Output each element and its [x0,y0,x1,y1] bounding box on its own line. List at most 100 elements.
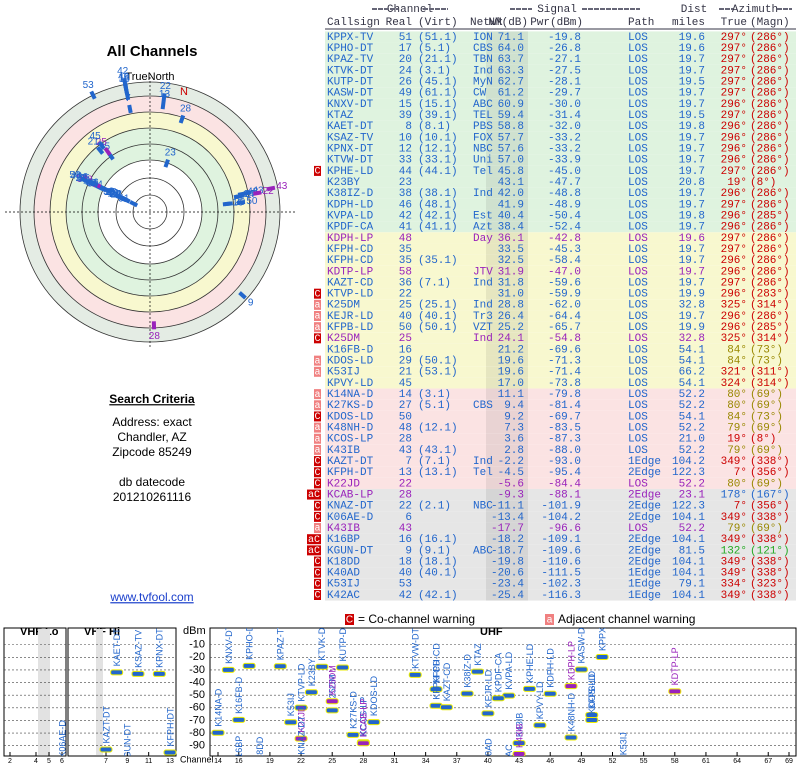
signal-label: KEJR-LD [483,669,493,707]
table-cell: 42 [399,210,412,222]
signal-label: KFPH-CD [431,643,441,683]
table-cell: (286°) [750,188,790,200]
north-label: TrueNorth [125,71,174,83]
signal-bar [533,722,547,729]
table-cell: -69.6 [548,344,581,356]
warning-flag: a [314,434,320,445]
signal-label: KDOS-LD [587,674,597,715]
table-cell: ION [473,32,493,44]
table-cell: LOS [628,43,648,55]
station-channel: 50 [246,196,258,207]
table-cell: LOS [628,378,648,390]
table-cell: (338°) [750,512,790,524]
table-cell: -52.4 [548,222,581,234]
table-cell: 297° [721,166,747,178]
table-cell: -84.4 [548,478,581,490]
table-cell: 12 [399,144,412,156]
table-cell: -2.2 [498,456,524,468]
signal-bar [325,707,339,714]
nm-shade [486,109,528,121]
row-background [325,399,796,411]
table-cell: 31.0 [498,289,524,301]
table-cell: LOS [628,210,648,222]
left-panel: All Channels TrueNorth Search Criteria A… [107,43,198,604]
signal-bar [512,740,526,747]
column-header: Netwk [470,17,503,29]
criteria-line: Address: exact [112,415,192,429]
table-cell: (2.1) [418,501,451,513]
table-cell: LOS [628,99,648,111]
site-link[interactable]: www.tvfool.com [109,590,193,604]
table-cell: 35 [399,244,412,256]
table-cell: LOS [628,32,648,44]
table-cell: 24 [399,65,413,77]
table-cell: K48NH-D [327,423,374,435]
table-cell: KEJR-LD [327,311,374,323]
table-cell: 297° [721,54,747,66]
table-cell: -73.8 [548,378,581,390]
table-cell: (286°) [750,222,790,234]
table-cell: 296° [721,222,747,234]
band-panel [3,627,67,757]
x-tick-label: 55 [640,758,648,765]
table-cell: Ind [473,65,493,77]
table-cell: KAZT-CD [327,277,374,289]
table-cell: 19.7 [679,65,705,77]
table-cell: 16 [399,534,412,546]
table-cell: (121°) [750,545,790,557]
warning-flag: a [314,524,320,535]
table-cell: KNXV-DT [327,99,374,111]
signal-label: KDOS-LD [369,676,379,717]
row-background [325,143,796,155]
table-cell: KFPH-CD [327,244,374,256]
column-header: Real [386,17,412,29]
table-cell: -81.4 [548,400,581,412]
table-cell: (13.1) [418,467,458,479]
warning-flag-box [314,333,321,344]
signal-label: K53IJ [286,693,296,716]
table-cell: (286°) [750,233,790,245]
table-cell: 9.2 [504,411,524,423]
signal-bar [585,717,599,724]
warning-flag-box [314,590,321,600]
table-cell: 2Edge [628,534,661,546]
row-background [325,567,796,579]
station-mark [127,104,133,114]
nm-shade [486,265,528,277]
table-cell: 25.2 [498,322,524,334]
table-cell: KUTP-DT [327,77,374,89]
table-cell: 20.8 [679,177,705,189]
table-cell: 61.2 [498,88,524,100]
table-cell: 7° [734,501,747,513]
table-cell: 38.4 [498,222,525,234]
nm-shade [486,131,528,143]
table-cell: (42.1) [418,590,458,602]
table-cell: KPHE-LD [327,166,374,178]
station-mark [266,185,276,192]
table-cell: 44 [399,166,413,178]
signal-label: K25DM [328,665,338,695]
legend-swatch [345,614,354,625]
table-cell: 21 [399,367,413,379]
table-cell: 52.2 [679,423,705,435]
y-tick-label: -70 [189,714,205,726]
table-cell: 31.9 [498,266,524,278]
table-cell: LOS [628,155,648,167]
warning-flag-box [314,389,321,400]
table-cell: (285°) [750,322,790,334]
table-cell: (286°) [750,166,790,178]
band-name: UHF [480,626,503,638]
table-cell: MyN [473,77,493,89]
table-cell: (73°) [750,356,783,368]
table-cell: 19.7 [679,155,705,167]
table-cell: 24.1 [498,333,525,345]
column-header: NM(dB) [488,17,528,29]
x-tick-label: 5 [47,758,51,765]
table-cell: 19.7 [679,188,705,200]
x-tick-label: 2 [8,758,12,765]
nm-shade [486,276,528,289]
table-cell: (10.1) [418,132,458,144]
table-cell: KSAZ-TV [327,132,374,144]
signal-label: KFPH-DT [165,707,175,746]
table-cell: 19.6 [498,356,524,368]
